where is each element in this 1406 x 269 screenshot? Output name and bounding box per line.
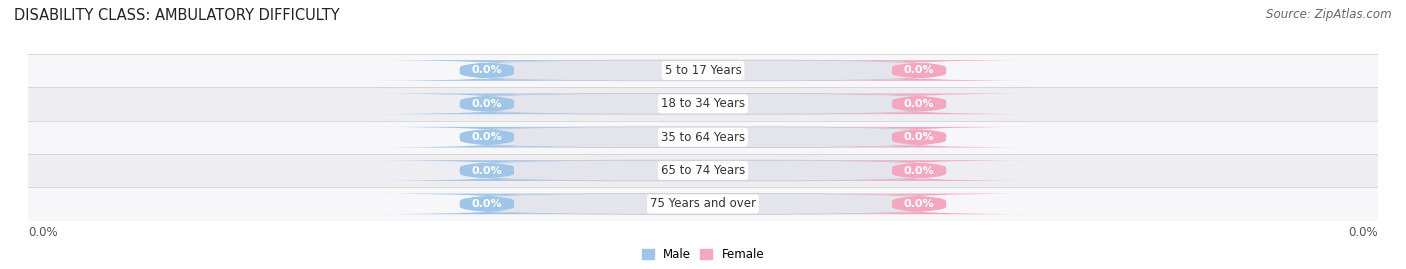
- FancyBboxPatch shape: [366, 194, 609, 214]
- Text: Source: ZipAtlas.com: Source: ZipAtlas.com: [1267, 8, 1392, 21]
- Text: 65 to 74 Years: 65 to 74 Years: [661, 164, 745, 177]
- FancyBboxPatch shape: [366, 60, 609, 81]
- Text: 75 Years and over: 75 Years and over: [650, 197, 756, 210]
- Bar: [28, 187, 1378, 221]
- FancyBboxPatch shape: [460, 127, 946, 147]
- FancyBboxPatch shape: [460, 94, 946, 114]
- Text: 0.0%: 0.0%: [904, 132, 934, 142]
- Text: 0.0%: 0.0%: [904, 165, 934, 176]
- Text: 0.0%: 0.0%: [472, 199, 502, 209]
- Text: 0.0%: 0.0%: [904, 199, 934, 209]
- Text: 5 to 17 Years: 5 to 17 Years: [665, 64, 741, 77]
- FancyBboxPatch shape: [366, 127, 609, 147]
- FancyBboxPatch shape: [797, 194, 1040, 214]
- Text: 0.0%: 0.0%: [472, 165, 502, 176]
- FancyBboxPatch shape: [797, 60, 1040, 81]
- Text: 18 to 34 Years: 18 to 34 Years: [661, 97, 745, 110]
- Text: 0.0%: 0.0%: [904, 65, 934, 76]
- FancyBboxPatch shape: [460, 160, 946, 181]
- FancyBboxPatch shape: [366, 160, 609, 181]
- Text: 0.0%: 0.0%: [28, 226, 58, 239]
- Text: 0.0%: 0.0%: [472, 132, 502, 142]
- FancyBboxPatch shape: [797, 160, 1040, 181]
- Text: 0.0%: 0.0%: [472, 99, 502, 109]
- Bar: [28, 121, 1378, 154]
- Bar: [28, 54, 1378, 87]
- Text: 0.0%: 0.0%: [472, 65, 502, 76]
- FancyBboxPatch shape: [366, 94, 609, 114]
- Bar: [28, 154, 1378, 187]
- Bar: [28, 87, 1378, 121]
- Text: 0.0%: 0.0%: [904, 99, 934, 109]
- FancyBboxPatch shape: [797, 94, 1040, 114]
- Legend: Male, Female: Male, Female: [641, 248, 765, 261]
- Text: 35 to 64 Years: 35 to 64 Years: [661, 131, 745, 144]
- FancyBboxPatch shape: [460, 60, 946, 81]
- FancyBboxPatch shape: [797, 127, 1040, 147]
- FancyBboxPatch shape: [460, 194, 946, 214]
- Text: 0.0%: 0.0%: [1348, 226, 1378, 239]
- Text: DISABILITY CLASS: AMBULATORY DIFFICULTY: DISABILITY CLASS: AMBULATORY DIFFICULTY: [14, 8, 340, 23]
